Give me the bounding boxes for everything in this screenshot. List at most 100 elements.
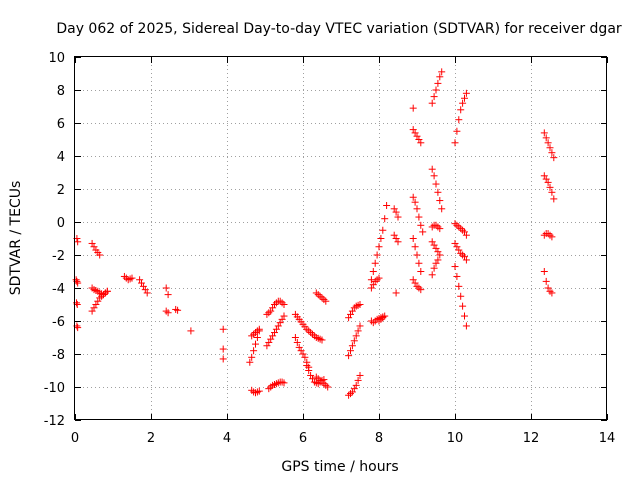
data-point (457, 292, 465, 300)
data-point (305, 327, 313, 335)
y-tick-label: -10 (44, 381, 65, 396)
series-arc-33 (367, 274, 383, 292)
data-point (432, 221, 440, 229)
data-point (350, 337, 358, 345)
data-point (540, 129, 548, 137)
y-tick-label: 4 (57, 150, 65, 165)
series-arc-50 (451, 239, 470, 264)
series-arc-20 (263, 312, 288, 350)
data-point (415, 259, 423, 267)
data-point (162, 307, 170, 315)
data-point (265, 338, 273, 346)
series-arc-30 (345, 371, 364, 399)
data-point (253, 327, 261, 335)
data-point (162, 284, 170, 292)
data-point (347, 347, 354, 355)
data-point (436, 73, 444, 81)
series-arc-2 (72, 276, 82, 287)
data-point (324, 383, 332, 391)
data-point (322, 297, 330, 305)
data-point (100, 291, 107, 299)
data-point (373, 251, 381, 259)
data-point (316, 335, 324, 343)
series-arc-38 (409, 104, 417, 112)
data-point (544, 284, 552, 292)
data-point (379, 226, 387, 234)
data-point (347, 310, 354, 318)
grid (75, 57, 607, 420)
data-point (90, 304, 98, 312)
series-arc-52 (540, 129, 558, 162)
data-point (88, 239, 96, 247)
data-point (271, 301, 278, 308)
data-point (375, 274, 383, 282)
data-point (301, 353, 309, 361)
data-point (280, 312, 288, 320)
data-point (394, 238, 402, 246)
data-point (438, 205, 446, 213)
data-point (546, 144, 554, 152)
y-tick-label: 0 (57, 216, 65, 231)
data-point (187, 327, 195, 335)
series-arc-46 (428, 238, 444, 259)
series-arc-7 (88, 287, 111, 315)
x-axis-title: GPS time / hours (281, 459, 398, 475)
data-point (139, 282, 147, 290)
data-point (267, 335, 275, 343)
series-arc-45 (428, 221, 444, 233)
data-point (428, 271, 436, 279)
x-tick-label: 8 (375, 431, 383, 446)
data-point (250, 347, 258, 355)
series-arc-40 (409, 193, 427, 236)
y-tick-label: -12 (44, 414, 65, 429)
data-point (411, 279, 419, 287)
series-arc-12 (172, 305, 182, 314)
data-point (455, 116, 463, 124)
data-point (544, 139, 552, 147)
data-point (540, 172, 548, 180)
data-point (354, 327, 362, 335)
data-point (74, 324, 82, 332)
data-point (318, 294, 326, 302)
series-arc-17 (246, 327, 263, 366)
data-point (434, 79, 442, 87)
data-point (462, 89, 470, 97)
data-point (265, 309, 273, 317)
data-point (548, 188, 556, 196)
data-point (74, 279, 82, 287)
data-point (436, 225, 444, 233)
data-point (269, 304, 277, 312)
data-point (356, 322, 364, 330)
data-point (432, 86, 440, 94)
data-point (248, 332, 256, 340)
data-point (164, 291, 172, 299)
data-point (411, 129, 419, 137)
data-point (348, 307, 356, 315)
data-point (312, 373, 320, 381)
data-point (455, 246, 463, 254)
series-arc-37 (392, 289, 400, 297)
data-point (457, 225, 465, 233)
data-point (453, 127, 461, 135)
data-point (548, 149, 556, 157)
data-point (72, 276, 80, 284)
data-point (451, 139, 459, 147)
data-point (94, 297, 102, 305)
data-point (312, 289, 320, 297)
data-point (128, 274, 136, 282)
data-point (428, 99, 436, 107)
data-point (453, 243, 461, 251)
data-point (371, 277, 379, 285)
data-point (345, 314, 353, 322)
data-point (542, 134, 550, 142)
data-point (348, 342, 356, 350)
series-arc-34 (375, 314, 387, 325)
data-points (72, 68, 558, 399)
data-point (544, 230, 552, 238)
data-point (252, 329, 259, 337)
data-point (265, 385, 273, 393)
data-point (409, 126, 417, 134)
data-point (459, 302, 467, 310)
data-point (417, 268, 425, 275)
data-point (305, 367, 313, 374)
